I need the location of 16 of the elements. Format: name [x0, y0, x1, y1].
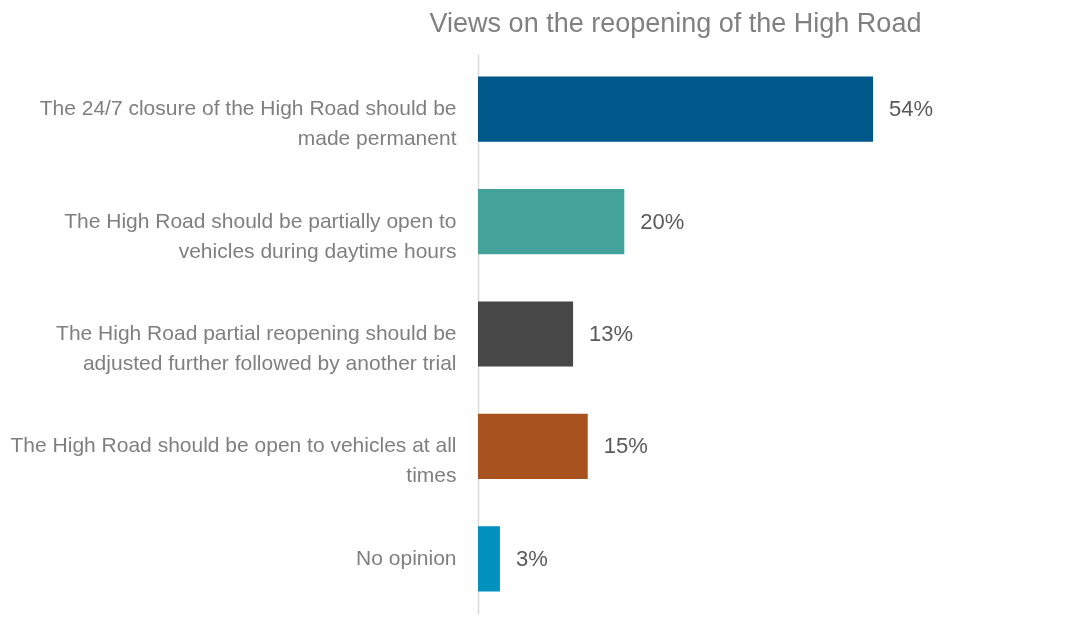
bar — [478, 76, 873, 142]
bar — [478, 188, 625, 255]
bar — [478, 526, 500, 592]
data-label: 20% — [640, 208, 685, 234]
data-label: 3% — [515, 545, 548, 571]
bar — [478, 413, 588, 480]
chart-title: Views on the reopening of the High Road — [429, 8, 922, 38]
bar — [478, 301, 574, 367]
y-tick-label: The High Road should be partially open to vehicles during daytime hours — [64, 208, 457, 262]
data-label: 13% — [589, 321, 634, 346]
data-label: 15% — [603, 433, 648, 459]
y-tick-label: The High Road should be open to vehicles at all times — [10, 433, 457, 487]
y-tick-label: The 24/7 closure of the High Road should be made permanent — [39, 96, 457, 150]
y-tick-label: The High Road partial reopening should be adjusted further followed by another trial — [56, 321, 457, 374]
data-label: 54% — [889, 96, 934, 122]
y-tick-label: No opinion — [356, 545, 457, 569]
